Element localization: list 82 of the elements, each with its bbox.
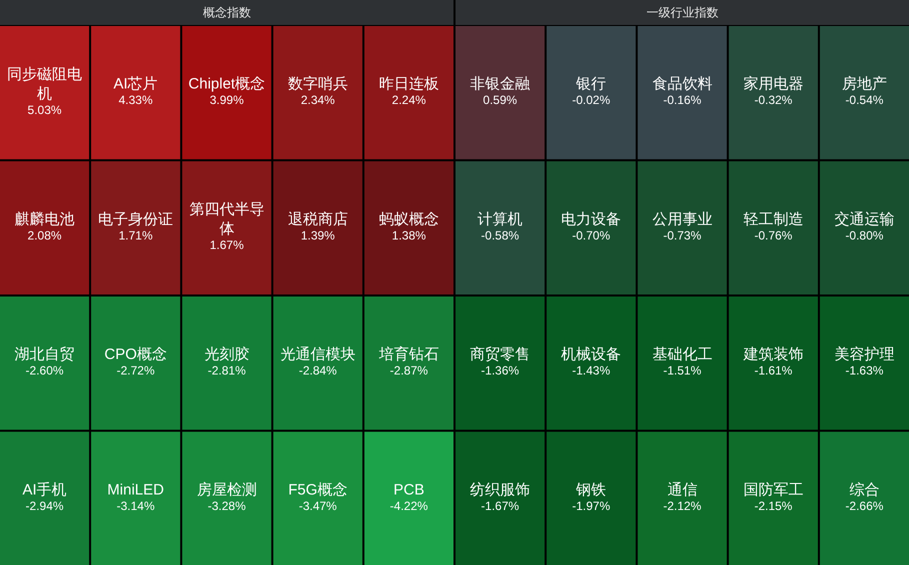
- data-label: 3.99%: [210, 93, 244, 108]
- category-label: 银行: [575, 76, 606, 93]
- data-label: 4.33%: [118, 93, 153, 108]
- category-label: 同步磁阻电机: [7, 66, 82, 102]
- data-label: 1.39%: [300, 228, 336, 242]
- data-label: -0.70%: [572, 228, 610, 242]
- data-label: 1.67%: [210, 238, 244, 252]
- data-label: 2.34%: [300, 93, 336, 108]
- category-label: 非银金融: [470, 76, 530, 93]
- category-label: Chiplet概念: [188, 76, 266, 93]
- category-label: 建筑装饰: [742, 346, 804, 364]
- category-label: 国防军工: [743, 481, 804, 498]
- category-label: 机械设备: [561, 346, 622, 364]
- data-label: 1.71%: [118, 228, 153, 242]
- category-label: AI手机: [22, 481, 67, 498]
- data-label: -0.73%: [663, 228, 702, 242]
- data-label: 5.03%: [28, 102, 62, 117]
- category-label: 麒麟电池: [14, 210, 75, 228]
- data-label: -3.47%: [298, 498, 338, 513]
- data-label: 0.59%: [483, 93, 518, 108]
- text: 一级行业指数: [646, 6, 718, 20]
- category-label: 培育钻石: [378, 346, 439, 364]
- data-label: -2.72%: [116, 364, 155, 378]
- category-label: 基础化工: [652, 346, 712, 364]
- category-label: 轻工制造: [743, 210, 804, 228]
- data-label: -0.76%: [754, 228, 793, 242]
- data-label: -0.02%: [572, 93, 610, 108]
- data-label: 2.08%: [28, 228, 62, 242]
- data-label: -1.97%: [572, 498, 610, 513]
- data-label: -1.51%: [663, 364, 702, 378]
- data-label: -1.43%: [572, 364, 610, 378]
- category-label: 纺织服饰: [470, 481, 530, 498]
- category-label: 家用电器: [743, 76, 804, 93]
- category-label: 房屋检测: [196, 481, 257, 498]
- category-label: 食品饮料: [652, 76, 712, 93]
- category-label: CPO概念: [104, 346, 167, 364]
- category-label: AI芯片: [114, 76, 158, 93]
- data-label: -1.36%: [481, 364, 520, 378]
- data-label: -2.94%: [26, 498, 64, 513]
- category-label: 昨日连板: [378, 76, 439, 93]
- data-label: -1.67%: [481, 498, 520, 513]
- data-label: -2.84%: [298, 364, 338, 378]
- data-label: -0.32%: [754, 93, 793, 108]
- category-label: 数字哨兵: [288, 76, 348, 93]
- data-label: 1.38%: [392, 228, 426, 242]
- category-label: 退税商店: [288, 210, 348, 228]
- data-label: -1.61%: [754, 364, 793, 378]
- category-label: 综合: [849, 481, 880, 498]
- category-label: 计算机: [478, 210, 523, 228]
- data-label: -4.22%: [390, 498, 428, 513]
- category-label: 光刻胶: [204, 346, 250, 364]
- data-label: -2.81%: [208, 364, 246, 378]
- category-label: 交通运输: [834, 210, 894, 228]
- data-label: -0.80%: [845, 228, 884, 242]
- data-label: -3.28%: [208, 498, 246, 513]
- category-label: 钢铁: [575, 481, 606, 498]
- data-label: -0.58%: [481, 228, 520, 242]
- data-label: -2.12%: [663, 498, 702, 513]
- category-label: 美容护理: [834, 346, 894, 364]
- category-label: 光通信模块: [280, 346, 356, 364]
- data-label: -0.54%: [845, 93, 884, 108]
- data-label: -1.63%: [845, 364, 884, 378]
- category-label: 第四代半导体: [189, 201, 264, 238]
- text: 概念指数: [202, 6, 251, 20]
- data-label: -2.66%: [845, 498, 884, 513]
- data-label: -3.14%: [116, 498, 155, 513]
- data-label: -2.15%: [754, 498, 793, 513]
- category-label: 蚂蚁概念: [378, 210, 439, 228]
- category-label: MiniLED: [107, 481, 164, 498]
- category-label: 商贸零售: [470, 346, 530, 364]
- category-label: 公用事业: [652, 210, 712, 228]
- category-label: 电力设备: [561, 210, 622, 228]
- category-label: 湖北自贸: [14, 346, 75, 364]
- category-label: F5G概念: [288, 481, 348, 498]
- data-label: -2.60%: [26, 364, 64, 378]
- data-label: -2.87%: [390, 364, 428, 378]
- category-label: 通信: [667, 481, 698, 498]
- data-label: 2.24%: [392, 93, 426, 108]
- data-label: -0.16%: [663, 93, 702, 108]
- category-label: 房地产: [842, 76, 887, 93]
- category-label: 电子身份证: [98, 210, 174, 228]
- category-label: PCB: [394, 481, 424, 498]
